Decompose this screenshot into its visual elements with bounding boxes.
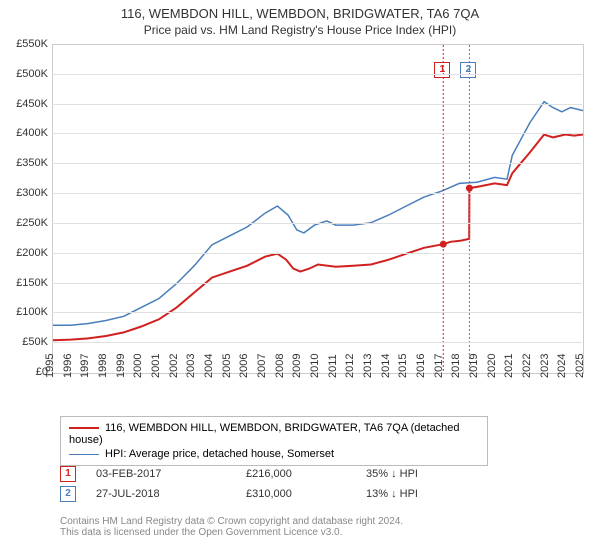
x-tick-label: 2011 (327, 354, 339, 378)
x-tick-label: 1999 (114, 354, 126, 378)
legend-box: 116, WEMBDON HILL, WEMBDON, BRIDGWATER, … (60, 416, 488, 466)
legend-swatch (69, 427, 99, 429)
x-tick-label: 2003 (185, 354, 197, 378)
x-tick-label: 2023 (538, 354, 550, 378)
transaction-point (440, 241, 447, 248)
x-tick-label: 2022 (521, 354, 533, 378)
legend-item: 116, WEMBDON HILL, WEMBDON, BRIDGWATER, … (69, 421, 479, 447)
x-tick-label: 2007 (256, 354, 268, 378)
legend-label: HPI: Average price, detached house, Some… (105, 448, 334, 460)
y-tick-label: £500K (0, 68, 48, 80)
x-tick-label: 2018 (450, 354, 462, 378)
gridline-h (52, 133, 582, 134)
gridline-h (52, 163, 582, 164)
x-tick-label: 2005 (220, 354, 232, 378)
y-tick-label: £100K (0, 306, 48, 318)
x-tick-label: 1997 (79, 354, 91, 378)
transaction-date: 03-FEB-2017 (96, 468, 246, 480)
gridline-h (52, 104, 582, 105)
chart-title: 116, WEMBDON HILL, WEMBDON, BRIDGWATER, … (0, 0, 600, 21)
gridline-h (52, 74, 582, 75)
x-tick-label: 2000 (132, 354, 144, 378)
y-tick-label: £0 (0, 366, 48, 378)
x-tick-label: 1998 (97, 354, 109, 378)
x-tick-label: 2001 (150, 354, 162, 378)
chart-container: 116, WEMBDON HILL, WEMBDON, BRIDGWATER, … (0, 0, 600, 560)
y-tick-label: £200K (0, 247, 48, 259)
x-tick-label: 2017 (432, 354, 444, 378)
x-tick-label: 2021 (503, 354, 515, 378)
transaction-price: £216,000 (246, 468, 366, 480)
plot-area (52, 44, 584, 374)
transactions-table: 1 03-FEB-2017£216,00035% ↓ HPI 2 27-JUL-201… (60, 464, 418, 504)
gridline-h (52, 312, 582, 313)
legend-label: 116, WEMBDON HILL, WEMBDON, BRIDGWATER, … (69, 422, 460, 446)
gridline-h (52, 223, 582, 224)
chart-subtitle: Price paid vs. HM Land Registry's House … (0, 23, 600, 37)
x-tick-label: 2025 (574, 354, 586, 378)
footnote: Contains HM Land Registry data © Crown c… (60, 516, 403, 538)
x-tick-label: 2013 (362, 354, 374, 378)
transaction-point (466, 185, 473, 192)
x-tick-label: 2019 (468, 354, 480, 378)
x-tick-label: 2015 (397, 354, 409, 378)
x-tick-label: 2004 (203, 354, 215, 378)
gridline-h (52, 193, 582, 194)
transaction-delta: 13% ↓ HPI (366, 488, 418, 500)
x-tick-label: 2016 (415, 354, 427, 378)
y-tick-label: £250K (0, 217, 48, 229)
legend-item: HPI: Average price, detached house, Some… (69, 447, 479, 461)
y-tick-label: £350K (0, 157, 48, 169)
y-tick-label: £450K (0, 98, 48, 110)
footnote-line1: Contains HM Land Registry data © Crown c… (60, 516, 403, 527)
footnote-line2: This data is licensed under the Open Gov… (60, 527, 403, 538)
transaction-marker: 1 (434, 62, 450, 78)
y-tick-label: £400K (0, 127, 48, 139)
transaction-row-marker: 1 (60, 466, 76, 482)
y-tick-label: £550K (0, 38, 48, 50)
gridline-h (52, 283, 582, 284)
y-tick-label: £300K (0, 187, 48, 199)
legend-swatch (69, 454, 99, 455)
transaction-date: 27-JUL-2018 (96, 488, 246, 500)
chart-svg (53, 45, 583, 373)
x-tick-label: 2006 (238, 354, 250, 378)
transaction-row-marker: 2 (60, 486, 76, 502)
transaction-row: 1 03-FEB-2017£216,00035% ↓ HPI (60, 464, 418, 484)
transaction-price: £310,000 (246, 488, 366, 500)
x-tick-label: 2024 (556, 354, 568, 378)
transaction-row: 2 27-JUL-2018£310,00013% ↓ HPI (60, 484, 418, 504)
x-tick-label: 2012 (344, 354, 356, 378)
y-tick-label: £150K (0, 277, 48, 289)
series-property (53, 135, 583, 341)
x-tick-label: 1996 (61, 354, 73, 378)
x-tick-label: 2014 (379, 354, 391, 378)
gridline-h (52, 342, 582, 343)
x-tick-label: 2010 (309, 354, 321, 378)
gridline-h (52, 253, 582, 254)
x-tick-label: 2009 (291, 354, 303, 378)
x-tick-label: 2020 (485, 354, 497, 378)
series-hpi (53, 102, 583, 326)
y-tick-label: £50K (0, 336, 48, 348)
transaction-delta: 35% ↓ HPI (366, 468, 418, 480)
x-tick-label: 1995 (44, 354, 56, 378)
transaction-marker: 2 (460, 62, 476, 78)
x-tick-label: 2008 (273, 354, 285, 378)
x-tick-label: 2002 (167, 354, 179, 378)
